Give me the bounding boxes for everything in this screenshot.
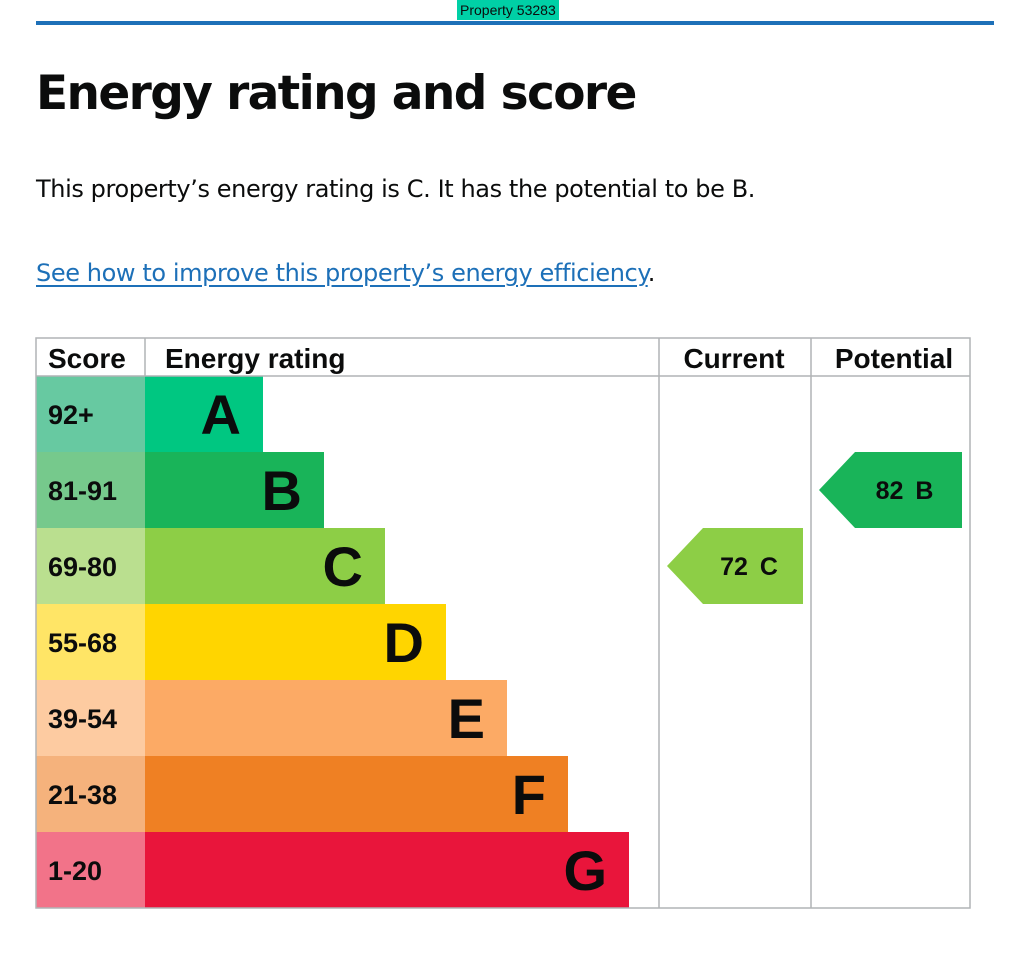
band-letter-c: C	[323, 535, 363, 598]
page-title: Energy rating and score	[36, 66, 637, 121]
header-layer: Score Energy rating Current Potential	[48, 343, 953, 374]
band-letter-f: F	[512, 763, 546, 826]
improve-paragraph: See how to improve this property’s energ…	[36, 256, 655, 290]
score-label-c: 69-80	[48, 552, 117, 582]
score-label-g: 1-20	[48, 856, 102, 886]
band-bar-d	[145, 604, 446, 680]
current-rating-letter: C	[760, 553, 778, 581]
header-potential: Potential	[835, 343, 953, 374]
improve-efficiency-link[interactable]: See how to improve this property’s energ…	[36, 259, 648, 287]
score-cell-c	[36, 528, 145, 604]
band-letter-b: B	[262, 459, 302, 522]
header-current: Current	[683, 343, 784, 374]
potential-rating-arrow	[819, 452, 962, 528]
band-bar-f	[145, 756, 568, 832]
score-cell-d	[36, 604, 145, 680]
rating-summary: This property’s energy rating is C. It h…	[36, 175, 755, 203]
property-tag: Property 53283	[457, 0, 559, 20]
header-score: Score	[48, 343, 126, 374]
score-cell-b	[36, 452, 145, 528]
potential-score-value: 82	[876, 477, 904, 505]
score-cell-f	[36, 756, 145, 832]
band-bar-b	[145, 452, 324, 528]
score-label-d: 55-68	[48, 628, 117, 658]
score-cell-e	[36, 680, 145, 756]
top-rule	[36, 21, 994, 25]
band-letter-e: E	[448, 687, 485, 750]
improve-suffix: .	[647, 259, 656, 287]
band-letter-d: D	[384, 611, 424, 674]
arrows-layer: 72 C 82 B	[667, 452, 962, 604]
band-bar-a	[145, 376, 263, 452]
potential-rating-letter: B	[915, 477, 933, 505]
current-rating-label: 72 C	[720, 553, 778, 581]
current-score-value: 72	[720, 553, 748, 581]
band-bar-g	[145, 832, 629, 908]
score-label-b: 81-91	[48, 476, 117, 506]
score-label-e: 39-54	[48, 704, 117, 734]
score-label-f: 21-38	[48, 780, 117, 810]
potential-rating-label: 82 B	[876, 477, 934, 505]
score-cell-a	[36, 376, 145, 452]
current-rating-arrow	[667, 528, 803, 604]
header-energy-rating: Energy rating	[165, 343, 345, 374]
score-cell-g	[36, 832, 145, 908]
band-letter-a: A	[201, 383, 241, 446]
chart-border	[35, 337, 971, 909]
band-letter-g: G	[563, 839, 607, 902]
band-bar-e	[145, 680, 507, 756]
band-bar-c	[145, 528, 385, 604]
grid-layer	[35, 337, 971, 909]
score-label-a: 92+	[48, 400, 94, 430]
bands-layer: 92+ A 81-91 B 69-80 C 55-68 D 39-54 E 21-38 F 1-20 G	[36, 376, 629, 908]
